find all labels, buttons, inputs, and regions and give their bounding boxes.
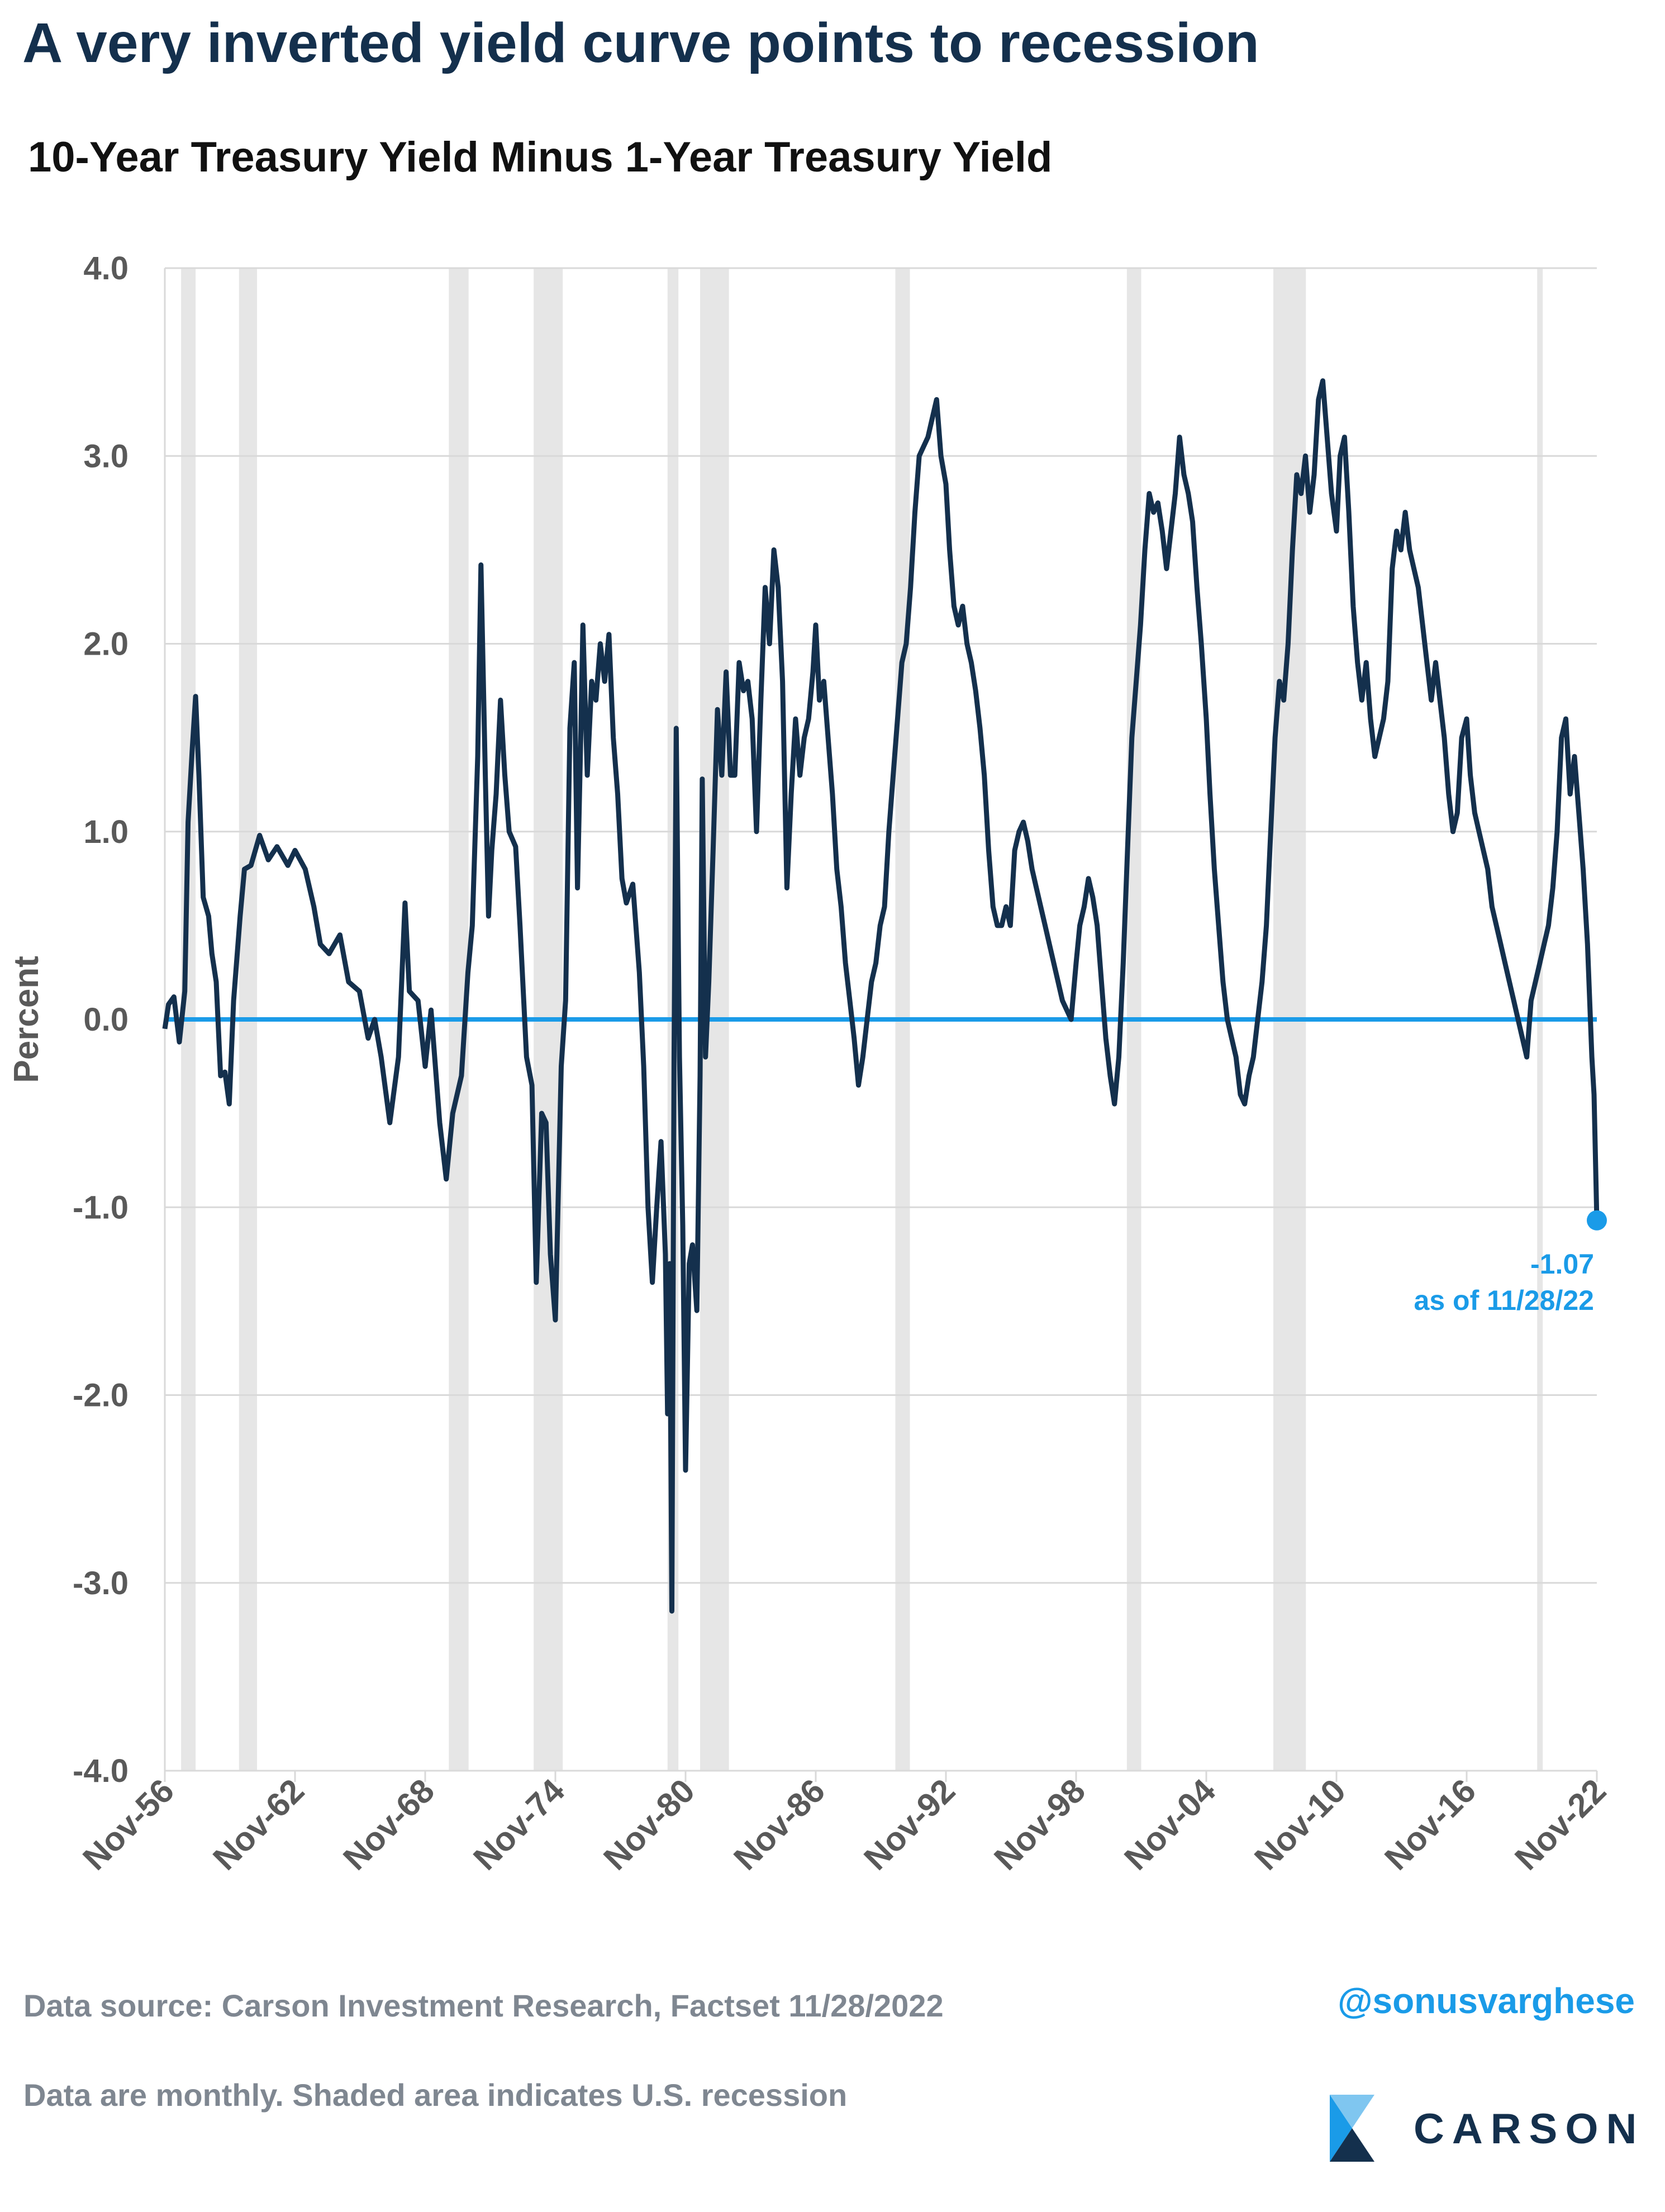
y-tick-label: 4.0 — [83, 250, 129, 287]
yield-curve-chart: 4.0 3.0 2.0 1.0 0.0 -1.0 -2.0 -3.0 -4.0 Nov-56 No… — [7, 250, 1613, 1877]
y-tick-label: 2.0 — [83, 626, 129, 662]
chart-title: A very inverted yield curve points to re… — [22, 12, 1259, 74]
y-tick-label: 1.0 — [83, 814, 129, 850]
y-tick-label: -4.0 — [73, 1753, 129, 1789]
chart-subtitle: 10-Year Treasury Yield Minus 1-Year Trea… — [28, 134, 1053, 181]
author-handle[interactable]: @sonusvarghese — [1338, 1981, 1635, 2021]
data-source-note: Data source: Carson Investment Research,… — [23, 1988, 944, 2023]
x-tick-label: Nov-92 — [857, 1772, 962, 1877]
x-tick-label: Nov-80 — [596, 1772, 702, 1877]
x-axis-ticks: Nov-56 Nov-62 Nov-68 Nov-74 Nov-80 Nov-86 Nov-… — [75, 1770, 1613, 1877]
x-tick-label: Nov-62 — [206, 1772, 311, 1877]
annotation-date: as of 11/28/22 — [1414, 1285, 1594, 1316]
recession-note: Data are monthly. Shaded area indicates … — [23, 2077, 848, 2113]
carson-logo: CARSON — [1324, 2089, 1637, 2173]
x-tick-label: Nov-68 — [336, 1772, 441, 1877]
x-tick-label: Nov-74 — [466, 1771, 572, 1877]
y-tick-label: 0.0 — [83, 1002, 129, 1038]
x-tick-label: Nov-16 — [1377, 1772, 1483, 1877]
x-tick-label: Nov-22 — [1507, 1772, 1613, 1877]
y-axis-label: Percent — [7, 956, 46, 1083]
annotation-value: -1.07 — [1530, 1248, 1594, 1280]
x-tick-label: Nov-86 — [726, 1772, 832, 1877]
carson-logo-text: CARSON — [1414, 2105, 1645, 2153]
y-tick-label: -3.0 — [73, 1565, 129, 1601]
y-tick-label: -1.0 — [73, 1189, 129, 1226]
y-axis-ticks: 4.0 3.0 2.0 1.0 0.0 -1.0 -2.0 -3.0 -4.0 — [73, 250, 129, 1789]
series-line-spread — [162, 378, 1600, 1614]
x-tick-label: Nov-10 — [1247, 1772, 1353, 1877]
x-tick-label: Nov-98 — [987, 1772, 1092, 1877]
y-tick-label: 3.0 — [83, 438, 129, 474]
x-tick-label: Nov-04 — [1117, 1771, 1222, 1877]
carson-logo-mark-icon — [1330, 2095, 1374, 2162]
latest-value-marker — [1587, 1210, 1607, 1231]
y-tick-label: -2.0 — [73, 1377, 129, 1414]
